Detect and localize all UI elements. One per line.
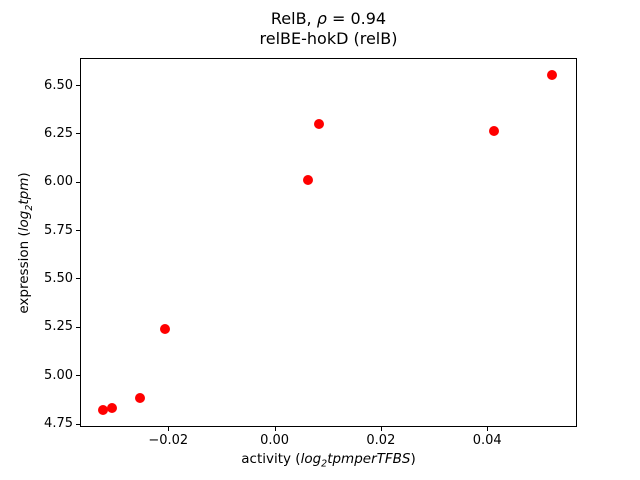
x-tick-label: −0.02 — [148, 433, 189, 448]
label-segment: tpmperTFBS — [327, 451, 411, 467]
y-tick-mark — [76, 230, 80, 232]
chart-title: RelB, ρ = 0.94 — [80, 9, 577, 29]
y-tick-label: 4.75 — [44, 416, 73, 432]
label-segment: 2 — [321, 458, 328, 470]
y-tick-mark — [76, 278, 80, 280]
y-tick-mark — [76, 423, 80, 425]
x-tick-label: 0.04 — [472, 433, 502, 448]
x-tick-mark — [168, 427, 170, 431]
x-tick-label: 0.02 — [366, 433, 396, 448]
chart-title-block: RelB, ρ = 0.94 relBE-hokD (relB) — [80, 9, 577, 49]
x-tick-mark — [380, 427, 382, 431]
x-tick-label: 0.00 — [260, 433, 290, 448]
y-tick-label: 5.50 — [44, 270, 73, 286]
label-segment: ρ — [316, 9, 327, 28]
y-tick-label: 5.25 — [44, 319, 73, 335]
y-tick-mark — [76, 181, 80, 183]
data-point — [160, 323, 171, 334]
x-tick-mark — [487, 427, 489, 431]
y-tick-label: 5.75 — [44, 222, 73, 238]
y-tick-label: 6.00 — [44, 174, 73, 190]
label-segment: activity ( — [241, 451, 301, 467]
data-point — [313, 118, 324, 129]
data-point — [107, 403, 118, 414]
label-segment: RelB, — [270, 9, 317, 28]
plot-area — [80, 58, 577, 427]
y-tick-label: 5.00 — [44, 367, 73, 383]
y-tick-mark — [76, 85, 80, 87]
chart-subtitle: relBE-hokD (relB) — [259, 29, 398, 48]
label-segment: = 0.94 — [326, 9, 387, 28]
label-segment: log — [300, 451, 322, 467]
data-point — [547, 70, 558, 81]
y-tick-mark — [76, 133, 80, 135]
data-point — [302, 174, 313, 185]
label-segment: ) — [410, 451, 416, 467]
x-tick-mark — [274, 427, 276, 431]
y-axis-label: expression (log2tpm) — [16, 172, 38, 313]
y-tick-mark — [76, 375, 80, 377]
x-axis-label: activity (log2tpmperTFBS) — [80, 451, 577, 473]
data-point — [135, 393, 146, 404]
data-point — [97, 404, 108, 415]
y-tick-mark — [76, 326, 80, 328]
label-segment: 2 — [23, 204, 35, 211]
data-point — [488, 126, 499, 137]
y-tick-label: 6.50 — [44, 77, 73, 93]
y-tick-label: 6.25 — [44, 125, 73, 141]
